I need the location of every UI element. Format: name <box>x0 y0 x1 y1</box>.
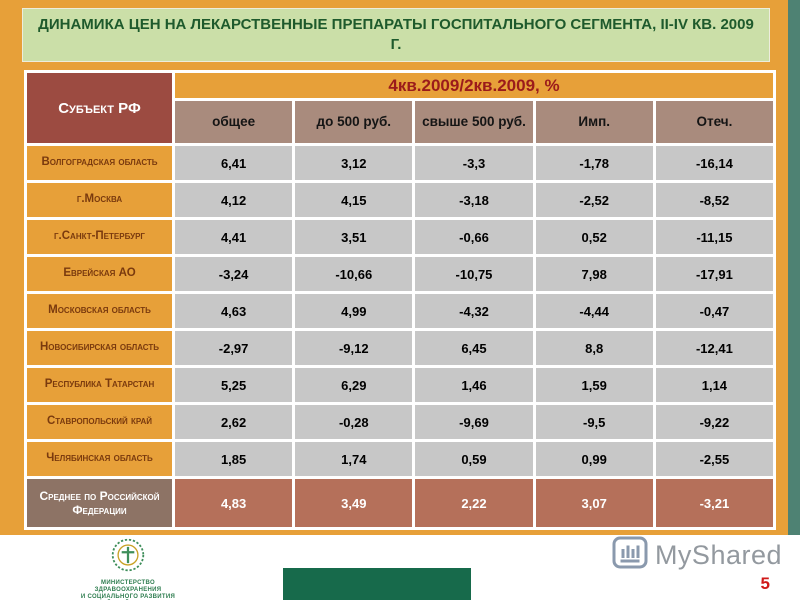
right-edge-strip <box>788 0 800 535</box>
data-cell: 7,98 <box>535 257 653 291</box>
data-cell: 2,62 <box>175 405 293 439</box>
row-label-cell: Волгоградская область <box>27 146 172 180</box>
page-title-text: ДИНАМИКА ЦЕН НА ЛЕКАРСТВЕННЫЕ ПРЕПАРАТЫ … <box>38 15 754 53</box>
data-cell: 6,45 <box>415 331 533 365</box>
data-cell: -17,91 <box>655 257 773 291</box>
row-label-cell: Республика Татарстан <box>27 368 172 402</box>
row-label-cell: г.Москва <box>27 183 172 217</box>
page-number: 5 <box>760 574 770 593</box>
price-table: Субъект РФ 4кв.2009/2кв.2009, % общее до… <box>24 70 776 530</box>
data-cell: -0,66 <box>415 220 533 254</box>
page-title: ДИНАМИКА ЦЕН НА ЛЕКАРСТВЕННЫЕ ПРЕПАРАТЫ … <box>22 8 770 62</box>
data-cell: 1,14 <box>655 368 773 402</box>
column-header-over500: свыше 500 руб. <box>415 101 533 143</box>
row-label-cell: Челябинская область <box>27 442 172 476</box>
data-cell: 1,74 <box>295 442 413 476</box>
data-cell: 1,59 <box>535 368 653 402</box>
data-cell: 4,15 <box>295 183 413 217</box>
bottom-green-bar <box>283 568 471 600</box>
data-cell: 1,85 <box>175 442 293 476</box>
data-cell: -11,15 <box>655 220 773 254</box>
data-cell: -0,28 <box>295 405 413 439</box>
data-cell: 1,46 <box>415 368 533 402</box>
summary-label-cell: Среднее по Российской Федерации <box>27 479 172 527</box>
data-cell: 4,99 <box>295 294 413 328</box>
summary-data-cell: 2,22 <box>415 479 533 527</box>
summary-data-cell: 3,49 <box>295 479 413 527</box>
data-cell: -2,97 <box>175 331 293 365</box>
data-cell: -16,14 <box>655 146 773 180</box>
data-cell: -3,18 <box>415 183 533 217</box>
summary-data-cell: -3,21 <box>655 479 773 527</box>
row-label-cell: г.Санкт-Петербург <box>27 220 172 254</box>
ministry-text-line: МИНИСТЕРСТВО <box>101 580 155 586</box>
column-header-total: общее <box>175 101 293 143</box>
data-cell: -9,22 <box>655 405 773 439</box>
data-cell: -3,24 <box>175 257 293 291</box>
data-cell: -1,78 <box>535 146 653 180</box>
data-cell: 6,41 <box>175 146 293 180</box>
data-cell: 5,25 <box>175 368 293 402</box>
data-cell: -4,32 <box>415 294 533 328</box>
column-header-domestic: Отеч. <box>655 101 773 143</box>
data-cell: -2,55 <box>655 442 773 476</box>
summary-data-cell: 4,83 <box>175 479 293 527</box>
ministry-text-line: ЗДРАВООХРАНЕНИЯ <box>94 587 162 593</box>
row-label-cell: Ставропольский край <box>27 405 172 439</box>
data-cell: 4,12 <box>175 183 293 217</box>
myshared-watermark[interactable]: MyShared <box>612 536 782 574</box>
corner-header-cell: Субъект РФ <box>27 73 172 143</box>
data-cell: 3,51 <box>295 220 413 254</box>
ministry-logo: МИНИСТЕРСТВО ЗДРАВООХРАНЕНИЯ И СОЦИАЛЬНО… <box>68 537 188 600</box>
data-cell: 4,41 <box>175 220 293 254</box>
ministry-text-line: И СОЦИАЛЬНОГО РАЗВИТИЯ <box>80 594 176 600</box>
row-label-cell: Московская область <box>27 294 172 328</box>
data-cell: 8,8 <box>535 331 653 365</box>
data-cell: -9,5 <box>535 405 653 439</box>
data-cell: 6,29 <box>295 368 413 402</box>
data-cell: -12,41 <box>655 331 773 365</box>
column-header-import: Имп. <box>535 101 653 143</box>
row-label-cell: Новосибирская область <box>27 331 172 365</box>
data-cell: -0,47 <box>655 294 773 328</box>
data-cell: 0,99 <box>535 442 653 476</box>
ministry-emblem-icon <box>110 537 146 578</box>
data-cell: -4,44 <box>535 294 653 328</box>
row-label-cell: Еврейская АО <box>27 257 172 291</box>
column-header-under500: до 500 руб. <box>295 101 413 143</box>
data-cell: 3,12 <box>295 146 413 180</box>
data-cell: 0,59 <box>415 442 533 476</box>
span-header-cell: 4кв.2009/2кв.2009, % <box>175 73 773 98</box>
data-cell: -9,69 <box>415 405 533 439</box>
data-cell: -9,12 <box>295 331 413 365</box>
data-cell: -3,3 <box>415 146 533 180</box>
myshared-label: MyShared <box>654 539 782 570</box>
myshared-icon <box>612 536 648 574</box>
data-cell: -8,52 <box>655 183 773 217</box>
data-cell: -2,52 <box>535 183 653 217</box>
data-cell: 4,63 <box>175 294 293 328</box>
data-cell: -10,75 <box>415 257 533 291</box>
data-cell: -10,66 <box>295 257 413 291</box>
summary-data-cell: 3,07 <box>535 479 653 527</box>
data-cell: 0,52 <box>535 220 653 254</box>
